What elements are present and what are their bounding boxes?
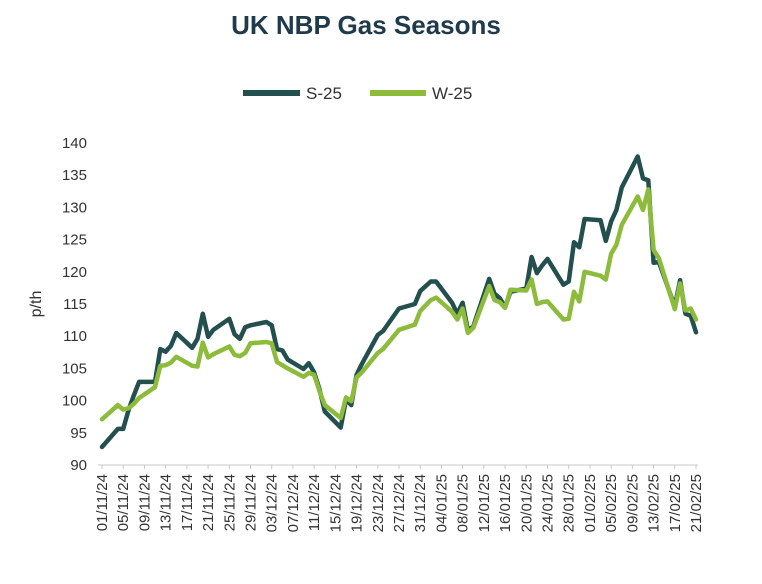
legend-label-w25: W-25	[432, 84, 472, 103]
y-axis-title: p/th	[28, 291, 45, 318]
y-tick-label: 95	[70, 425, 87, 442]
x-tick-label: 04/01/25	[433, 474, 450, 532]
x-tick-label: 16/01/25	[497, 474, 514, 532]
x-tick-label: 09/02/25	[624, 474, 641, 532]
x-tick-label: 24/01/25	[540, 474, 557, 532]
x-tick-label: 19/12/24	[349, 474, 366, 532]
x-tick-label: 05/02/25	[603, 474, 620, 532]
y-tick-label: 110	[63, 328, 87, 345]
y-tick-label: 125	[62, 232, 87, 249]
x-tick-label: 12/01/25	[476, 474, 493, 532]
y-tick-label: 115	[63, 296, 87, 313]
x-tick-label: 23/12/24	[370, 474, 387, 532]
y-axis-ticks: 90 95 100 105 110 115 120 125 130 135 140	[62, 135, 87, 474]
y-tick-label: 135	[62, 167, 87, 184]
x-tick-label: 01/02/25	[582, 474, 599, 532]
x-tick-label: 09/11/24	[136, 474, 153, 531]
x-tick-label: 01/11/24	[94, 474, 111, 531]
x-tick-label: 17/02/25	[667, 474, 684, 532]
x-tick-label: 07/12/24	[285, 474, 302, 532]
y-tick-label: 140	[62, 135, 87, 152]
x-tick-label: 21/11/24	[200, 474, 217, 531]
series-line-s25	[99, 154, 699, 450]
x-tick-label: 05/11/24	[115, 474, 132, 531]
y-tick-label: 120	[62, 264, 87, 281]
x-tick-label: 21/02/25	[688, 474, 705, 532]
x-axis-ticks: 01/11/24 05/11/24 09/11/24 13/11/24 17/11/24…	[94, 465, 705, 532]
x-tick-label: 03/12/24	[264, 474, 281, 532]
x-tick-label: 20/01/25	[518, 474, 535, 532]
x-tick-label: 13/11/24	[158, 474, 175, 531]
y-tick-label: 130	[62, 199, 87, 216]
x-tick-label: 11/12/24	[306, 474, 323, 531]
y-tick-label: 100	[62, 393, 87, 410]
x-tick-label: 17/11/24	[179, 474, 196, 531]
x-tick-label: 27/12/24	[391, 474, 408, 532]
x-tick-label: 28/01/25	[561, 474, 578, 532]
x-tick-label: 25/11/24	[221, 474, 238, 531]
chart-title: UK NBP Gas Seasons	[231, 10, 501, 40]
series-line-w25	[99, 187, 699, 422]
x-tick-label: 13/02/25	[646, 474, 663, 532]
series-lines	[99, 154, 699, 450]
legend-label-s25: S-25	[306, 84, 342, 103]
y-tick-label: 105	[62, 360, 87, 377]
x-tick-label: 08/01/25	[455, 474, 472, 532]
x-tick-label: 31/12/24	[412, 474, 429, 532]
x-tick-label: 15/12/24	[327, 474, 344, 532]
x-tick-label: 29/11/24	[243, 474, 260, 531]
legend: S-25 W-25	[243, 84, 472, 103]
y-tick-label: 90	[70, 457, 87, 474]
